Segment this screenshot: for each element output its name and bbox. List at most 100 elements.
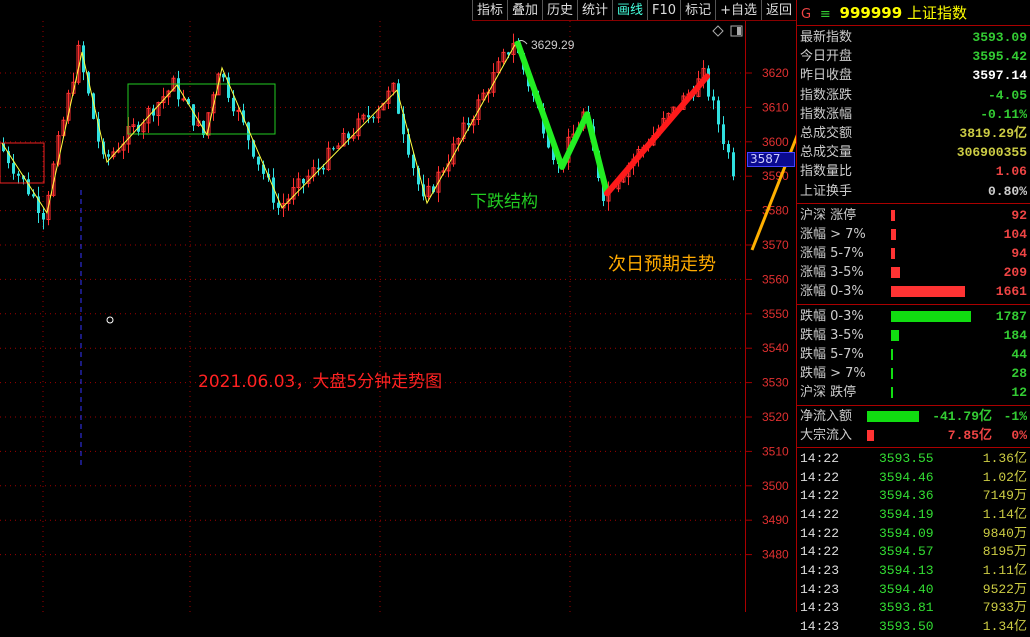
candle-body xyxy=(412,154,415,169)
flow-row: 大宗流入 7.85亿 0% xyxy=(797,426,1030,445)
toolbar-button-0[interactable]: 指标 xyxy=(471,0,507,20)
candle-body xyxy=(42,212,45,220)
candle-body xyxy=(76,44,81,83)
distribution-label: 跌幅 0-3% xyxy=(800,308,864,324)
stat-value: 0.80% xyxy=(987,183,1027,199)
tick-list[interactable]: 14:22 3593.55 1.36亿 14:22 3594.46 1.02亿 14:22 3… xyxy=(797,448,1030,637)
fall-distribution: 跌幅 0-3% 1787 跌幅 3-5% 184 跌幅 5-7% 44 跌幅 > 7% 28 沪… xyxy=(797,305,1030,406)
candle-body xyxy=(552,147,555,161)
tick-volume: 1.14亿 xyxy=(982,507,1027,522)
stat-row: 昨日收盘 3597.14 xyxy=(797,66,1030,85)
expected-trend-line[interactable] xyxy=(604,73,710,197)
flow-amount: -41.79亿 xyxy=(932,408,992,424)
tick-row: 14:22 3594.19 1.14亿 xyxy=(797,506,1030,525)
tick-row: 14:22 3594.36 7149万 xyxy=(797,487,1030,506)
tick-time: 14:23 xyxy=(800,563,840,579)
red-box-drawing[interactable] xyxy=(0,142,45,184)
tick-price: 3594.13 xyxy=(879,563,934,579)
candle-body xyxy=(461,122,466,140)
tick-price: 3594.09 xyxy=(879,525,934,541)
distribution-row: 沪深 跌停 12 xyxy=(797,383,1030,402)
distribution-count: 209 xyxy=(1003,265,1027,281)
candle-body xyxy=(161,96,166,104)
candle-body xyxy=(432,186,435,193)
toolbar-button-1[interactable]: 叠加 xyxy=(506,0,542,20)
distribution-count: 12 xyxy=(1011,385,1027,401)
toolbar-button-2[interactable]: 历史 xyxy=(541,0,577,20)
panel-divider xyxy=(796,0,797,612)
flow-row: 净流入额 -41.79亿 -1% xyxy=(797,407,1030,426)
toolbar-button-6[interactable]: 标记 xyxy=(680,0,715,20)
toolbar-button-7[interactable]: +自选 xyxy=(715,0,761,20)
tick-price: 3593.50 xyxy=(879,619,934,635)
candle-body xyxy=(732,152,735,177)
toolbar-button-3[interactable]: 统计 xyxy=(577,0,612,20)
distribution-bar xyxy=(891,310,971,322)
stat-label: 指数涨跌 xyxy=(800,87,853,103)
candle-body xyxy=(451,143,456,165)
distribution-label: 跌幅 3-5% xyxy=(800,327,864,343)
toolbar-button-8[interactable]: 返回 xyxy=(760,0,796,20)
y-tick-label: 3500 xyxy=(762,479,789,493)
candle-body xyxy=(277,202,280,208)
distribution-label: 跌幅 > 7% xyxy=(800,366,866,382)
candle-body xyxy=(367,115,370,118)
zigzag-line[interactable] xyxy=(1,40,518,215)
flow-bar xyxy=(867,429,874,441)
candle-body xyxy=(206,112,211,136)
toolbar-button-4[interactable]: 画线 xyxy=(612,0,647,20)
distribution-bar xyxy=(891,368,893,380)
distribution-row: 涨幅 3-5% 209 xyxy=(797,263,1030,282)
candle-body xyxy=(202,120,205,136)
y-tick-label: 3620 xyxy=(762,66,789,80)
stat-label: 今日开盘 xyxy=(800,49,853,65)
candle-body xyxy=(7,151,10,164)
diamond-icon[interactable] xyxy=(712,25,724,37)
tick-row: 14:22 3594.57 8195万 xyxy=(797,543,1030,562)
candle-body xyxy=(51,163,56,196)
stat-row: 指数涨跌 -4.05 xyxy=(797,86,1030,105)
stat-row: 总成交额 3819.29亿 xyxy=(797,124,1030,143)
candle-body xyxy=(32,194,35,197)
candle-body xyxy=(332,148,335,150)
menu-icon[interactable]: ≡ xyxy=(819,7,831,22)
distribution-label: 沪深 跌停 xyxy=(800,385,857,401)
candle-body xyxy=(17,173,20,176)
candle-body xyxy=(257,156,260,165)
candle-body xyxy=(547,133,550,148)
toolbar-button-5[interactable]: F10 xyxy=(647,0,680,20)
stat-value: 306900355 xyxy=(956,145,1027,161)
axis-divider xyxy=(745,21,746,612)
candle-body xyxy=(341,132,346,147)
distribution-count: 44 xyxy=(1011,347,1027,362)
candle-body xyxy=(272,177,275,203)
candle-body xyxy=(227,77,230,98)
distribution-row: 涨幅 5-7% 94 xyxy=(797,244,1030,263)
arrow-up-icon xyxy=(750,134,796,251)
stat-row: 最新指数 3593.09 xyxy=(797,28,1030,47)
tick-row: 14:22 3593.55 1.36亿 xyxy=(797,450,1030,469)
candle-body xyxy=(322,167,325,170)
candlestick-chart[interactable]: 3620361036003590358035703560355035403530… xyxy=(0,0,796,612)
panel-toggle-icon[interactable] xyxy=(730,25,743,37)
down-structure-annotation: 下跌结构 xyxy=(470,192,538,212)
tick-price: 3594.46 xyxy=(879,469,934,485)
y-tick-label: 3600 xyxy=(762,135,789,149)
tick-time: 14:22 xyxy=(800,488,840,504)
distribution-label: 涨幅 0-3% xyxy=(800,284,864,300)
candle-body xyxy=(361,114,366,120)
distribution-bar xyxy=(891,267,901,279)
green-box-drawing[interactable] xyxy=(127,83,276,135)
distribution-row: 跌幅 5-7% 44 xyxy=(797,345,1030,364)
y-tick-label: 3550 xyxy=(762,307,789,321)
stat-value: 3593.09 xyxy=(972,30,1027,45)
stat-row: 指数涨幅 -0.11% xyxy=(797,105,1030,124)
y-tick-label: 3540 xyxy=(762,341,789,355)
distribution-count: 92 xyxy=(1011,207,1027,223)
candle-body xyxy=(281,202,286,209)
tick-price: 3593.55 xyxy=(879,450,934,466)
down-structure-line[interactable] xyxy=(514,40,610,195)
candle-body xyxy=(131,124,136,128)
distribution-row: 沪深 涨停 92 xyxy=(797,206,1030,225)
tick-volume: 9840万 xyxy=(982,525,1027,541)
